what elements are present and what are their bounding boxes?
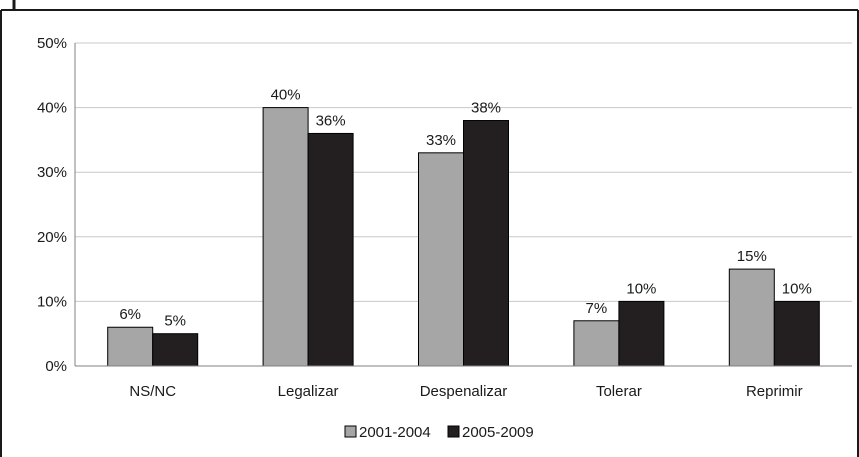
y-tick-label: 0% bbox=[45, 358, 67, 375]
bar-series2 bbox=[463, 120, 509, 367]
y-tick-label: 50% bbox=[37, 35, 67, 52]
data-label: 10% bbox=[782, 280, 812, 297]
legend-swatch bbox=[447, 425, 460, 438]
data-label: 7% bbox=[586, 300, 608, 317]
bar-series1 bbox=[573, 320, 620, 367]
data-label: 6% bbox=[119, 306, 141, 323]
y-tick-label: 10% bbox=[37, 293, 67, 310]
x-tick-label: Despenalizar bbox=[420, 383, 508, 400]
bar-series2 bbox=[152, 333, 199, 367]
bar-series2 bbox=[307, 132, 354, 367]
legend-label: 2005-2009 bbox=[462, 424, 534, 441]
x-tick-label: NS/NC bbox=[129, 383, 176, 400]
bar-series1 bbox=[262, 107, 309, 367]
data-label: 38% bbox=[471, 100, 501, 117]
y-tick-label: 40% bbox=[37, 100, 67, 117]
legend-label: 2001-2004 bbox=[359, 424, 431, 441]
x-tick-label: Tolerar bbox=[596, 383, 642, 400]
x-tick-label: Legalizar bbox=[278, 383, 339, 400]
bar-series1 bbox=[728, 268, 775, 367]
y-tick-label: 20% bbox=[37, 229, 67, 246]
data-label: 40% bbox=[271, 87, 301, 104]
bar-series2 bbox=[618, 300, 665, 367]
data-label: 15% bbox=[737, 248, 767, 265]
bar-series2 bbox=[773, 300, 820, 367]
bar-series1 bbox=[107, 326, 154, 367]
y-tick-label: 30% bbox=[37, 164, 67, 181]
data-label: 10% bbox=[626, 280, 656, 297]
data-label: 33% bbox=[426, 132, 456, 149]
legend-swatch bbox=[344, 425, 357, 438]
data-label: 5% bbox=[164, 313, 186, 330]
x-tick-label: Reprimir bbox=[746, 383, 803, 400]
bar-series1 bbox=[418, 152, 464, 367]
data-label: 36% bbox=[316, 112, 346, 129]
